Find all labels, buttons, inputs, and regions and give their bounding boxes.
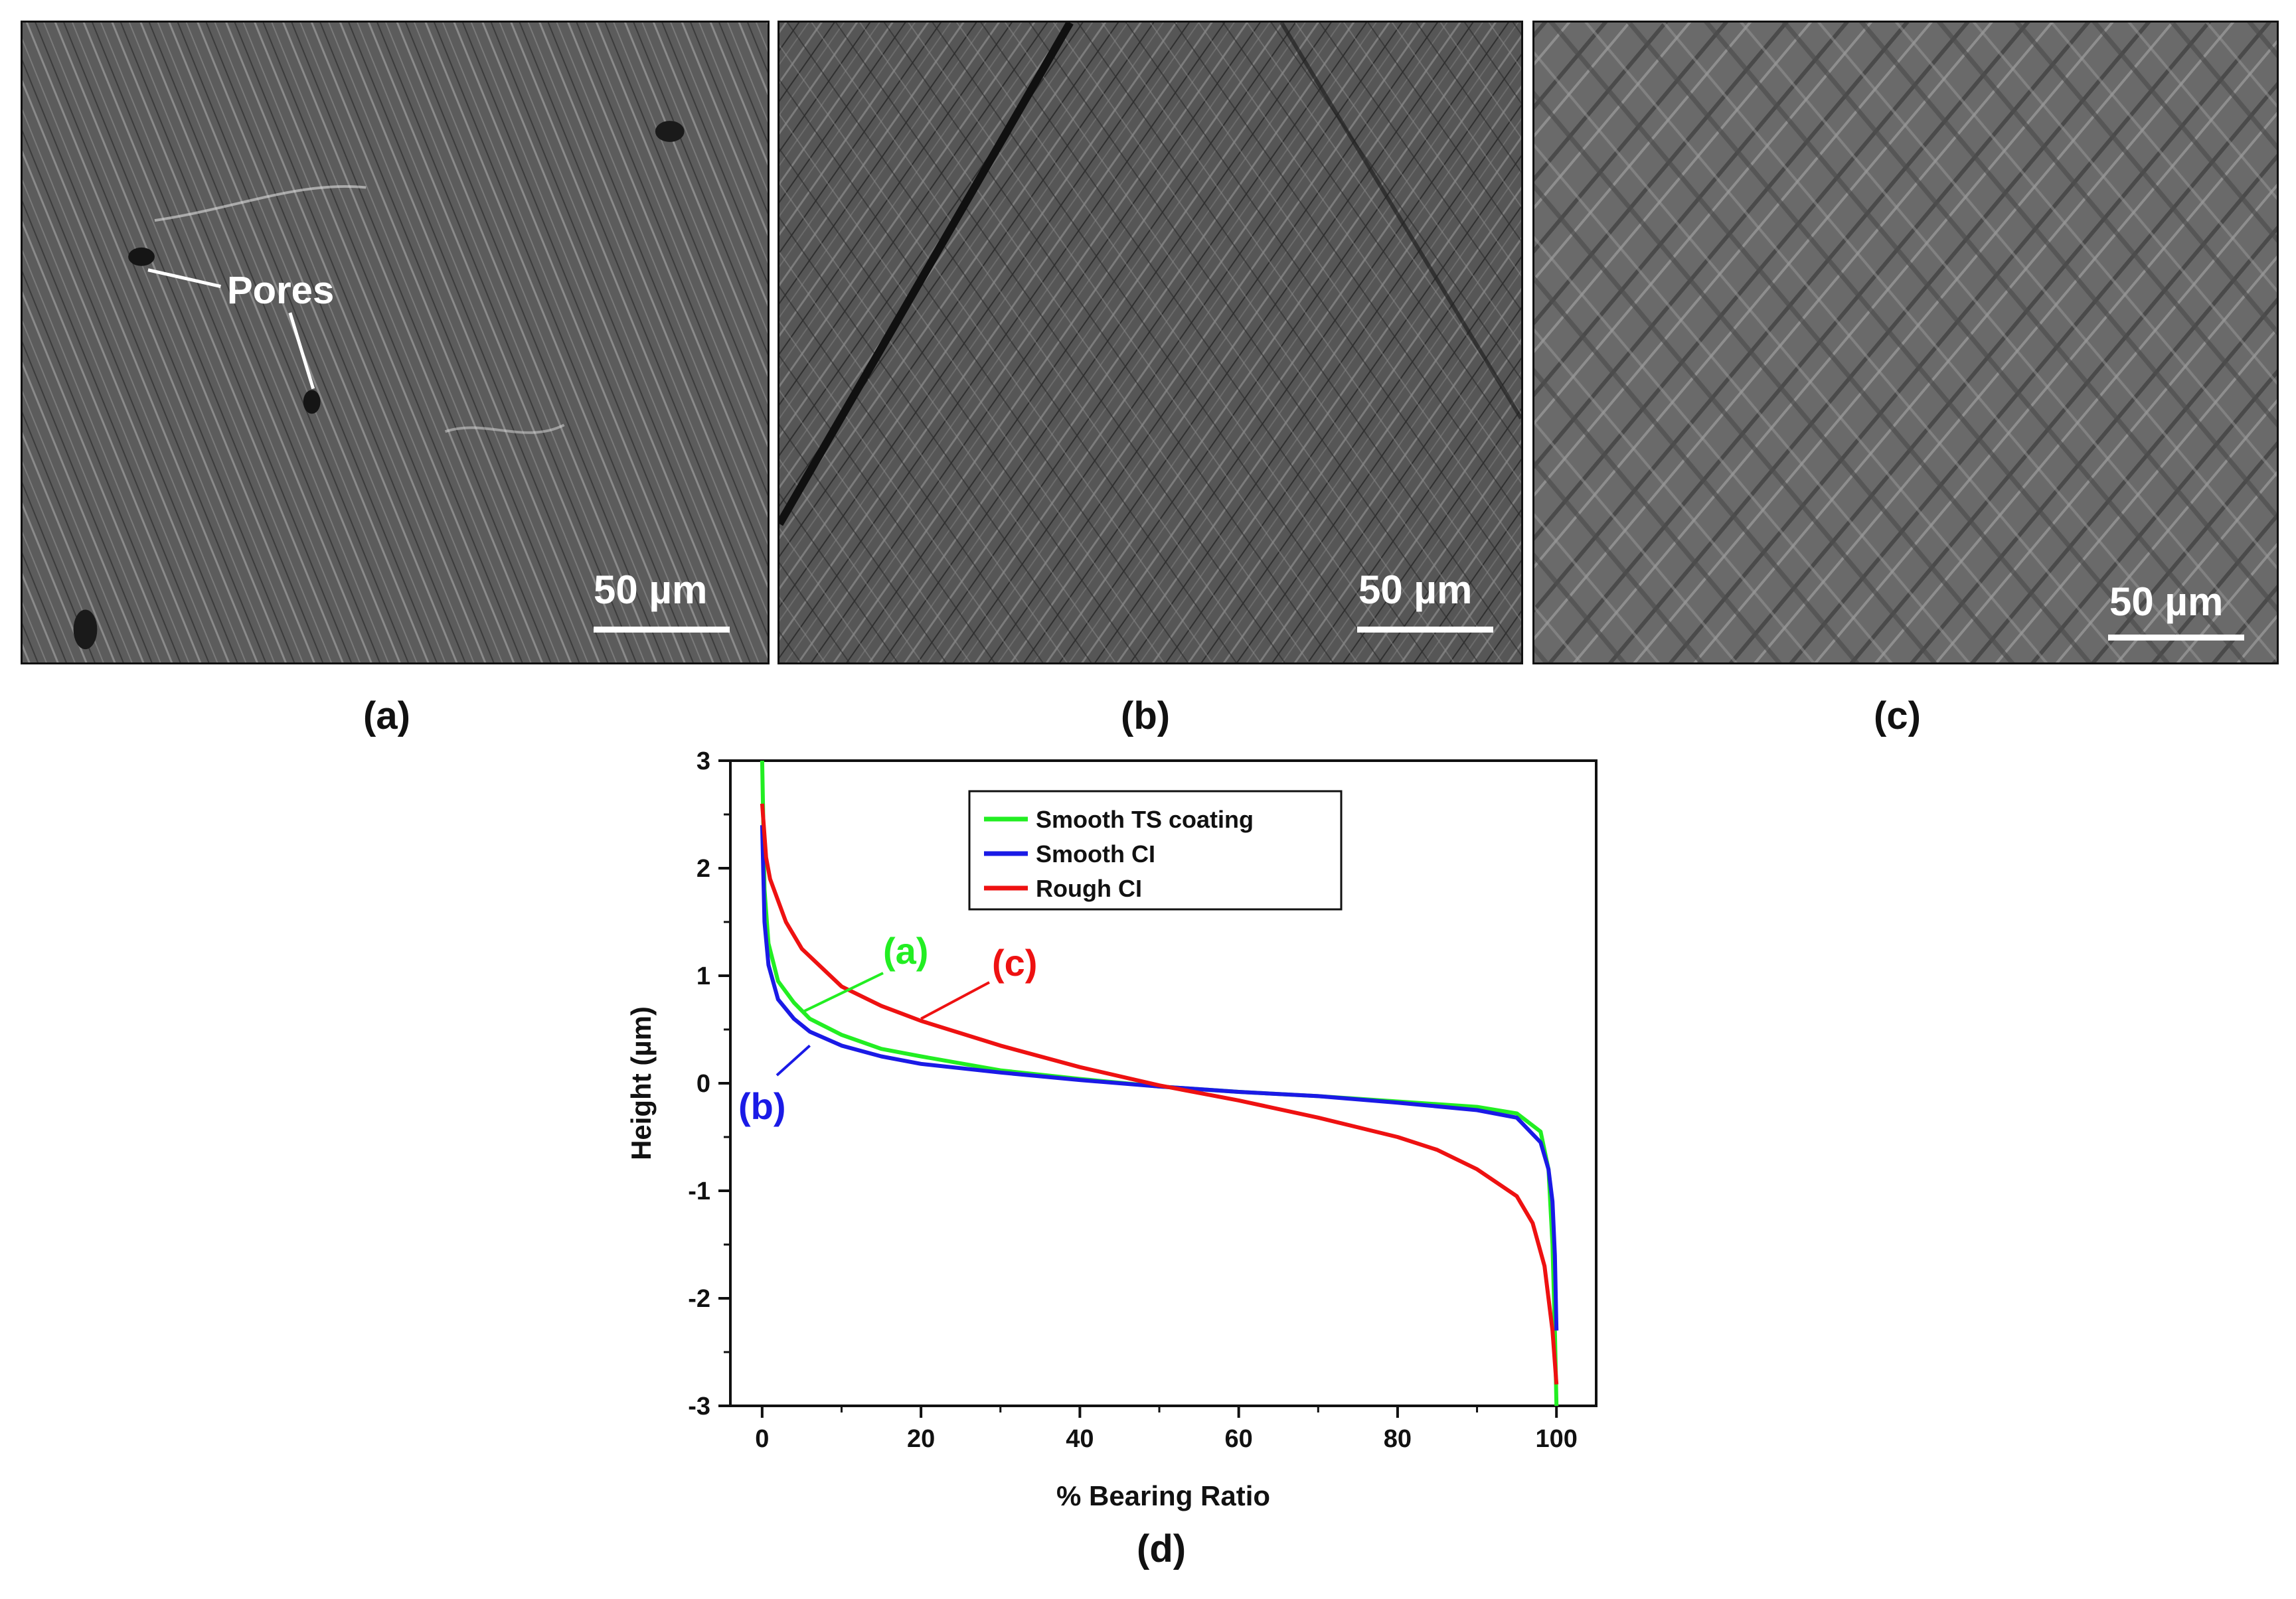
bearing-ratio-chart: 0 20 40 60 80 100 -3 -2 -1 0 1 2 3 % Bearing Ratio Hei… xyxy=(598,737,1633,1599)
x-tick-label: 60 xyxy=(1225,1425,1253,1453)
annotation-b-arrow xyxy=(776,1044,811,1077)
annotation-c-arrow xyxy=(920,981,990,1020)
sem-texture-a xyxy=(23,23,768,662)
sem-image-a: Pores 50 µm xyxy=(21,21,770,664)
scalebar-line-b xyxy=(1357,627,1493,633)
series-line-smooth-ci xyxy=(760,825,1559,1331)
scalebar-label-b: 50 µm xyxy=(1358,568,1473,612)
chart-svg: 0 20 40 60 80 100 -3 -2 -1 0 1 2 3 % Bearing Ratio Hei… xyxy=(625,747,1598,1511)
annotation-a: (a) xyxy=(883,930,928,972)
sem-image-c: 50 µm xyxy=(1532,21,2279,664)
y-tick-label: 1 xyxy=(697,962,710,990)
scalebar-label-a: 50 µm xyxy=(594,568,708,612)
legend-box xyxy=(968,790,1343,911)
y-tick-label: 3 xyxy=(697,747,710,775)
series-line-rough-ci xyxy=(760,803,1559,1385)
x-tick-label: 100 xyxy=(1535,1425,1577,1453)
scalebar-label-c: 50 µm xyxy=(2109,579,2224,624)
x-tick-label: 0 xyxy=(755,1425,769,1453)
annotation-c: (c) xyxy=(992,942,1037,984)
x-axis-title: % Bearing Ratio xyxy=(1056,1480,1270,1511)
sem-texture-b xyxy=(779,23,1521,662)
annotation-a-arrow xyxy=(801,972,884,1014)
x-tick-label: 80 xyxy=(1384,1425,1412,1453)
y-axis-title: Height (µm) xyxy=(625,1006,657,1160)
sem-texture-c xyxy=(1534,23,2277,662)
scalebar-line-c xyxy=(2108,635,2244,641)
panel-label-b: (b) xyxy=(1121,694,1171,737)
y-tick-label: -3 xyxy=(688,1393,710,1420)
y-tick-label: 0 xyxy=(697,1070,710,1098)
annotation-b: (b) xyxy=(738,1085,786,1127)
panel-label-a: (a) xyxy=(363,694,410,737)
y-tick-label: -1 xyxy=(688,1178,710,1205)
pores-annotation: Pores xyxy=(227,269,335,312)
x-tick-label: 40 xyxy=(1066,1425,1094,1453)
panel-label-d: (d) xyxy=(1137,1527,1187,1570)
legend-label: Rough CI xyxy=(1036,875,1142,902)
y-tick-label: -2 xyxy=(688,1285,710,1313)
panel-label-c: (c) xyxy=(1874,694,1921,737)
legend-label: Smooth CI xyxy=(1036,840,1155,868)
legend-label: Smooth TS coating xyxy=(1036,806,1254,833)
scalebar-line-a xyxy=(594,627,730,633)
y-tick-label: 2 xyxy=(697,855,710,883)
sem-image-b: 50 µm xyxy=(778,21,1523,664)
x-tick-label: 20 xyxy=(907,1425,935,1453)
